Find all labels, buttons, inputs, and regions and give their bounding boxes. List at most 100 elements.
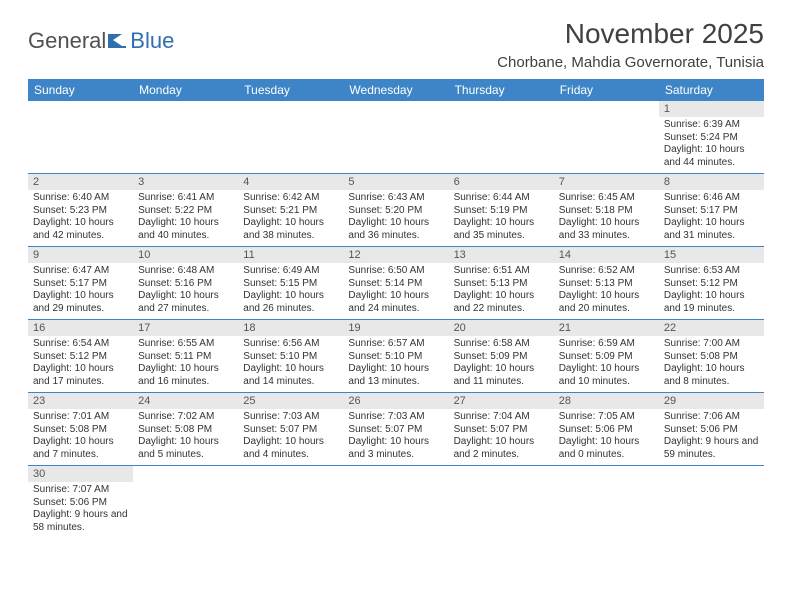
calendar-week-row: 16Sunrise: 6:54 AMSunset: 5:12 PMDayligh… — [28, 320, 764, 393]
day-number: 19 — [343, 320, 448, 336]
day-details: Sunrise: 6:57 AMSunset: 5:10 PMDaylight:… — [343, 336, 448, 392]
day-details: Sunrise: 6:54 AMSunset: 5:12 PMDaylight:… — [28, 336, 133, 392]
sunset-text: Sunset: 5:08 PM — [33, 424, 128, 437]
daylight-text: Daylight: 10 hours and 19 minutes. — [664, 290, 759, 315]
day-details: Sunrise: 6:58 AMSunset: 5:09 PMDaylight:… — [449, 336, 554, 392]
sunrise-text: Sunrise: 6:42 AM — [243, 192, 338, 205]
sunset-text: Sunset: 5:19 PM — [454, 205, 549, 218]
daylight-text: Daylight: 10 hours and 0 minutes. — [559, 436, 654, 461]
sunrise-text: Sunrise: 6:49 AM — [243, 265, 338, 278]
calendar-table: Sunday Monday Tuesday Wednesday Thursday… — [28, 79, 764, 538]
daylight-text: Daylight: 10 hours and 7 minutes. — [33, 436, 128, 461]
calendar-day-cell — [554, 101, 659, 174]
weekday-header: Wednesday — [343, 79, 448, 101]
calendar-day-cell: 15Sunrise: 6:53 AMSunset: 5:12 PMDayligh… — [659, 247, 764, 320]
sunset-text: Sunset: 5:09 PM — [454, 351, 549, 364]
daylight-text: Daylight: 10 hours and 22 minutes. — [454, 290, 549, 315]
title-block: November 2025 Chorbane, Mahdia Governora… — [497, 18, 764, 71]
sunrise-text: Sunrise: 6:57 AM — [348, 338, 443, 351]
sunrise-text: Sunrise: 7:05 AM — [559, 411, 654, 424]
sunset-text: Sunset: 5:17 PM — [664, 205, 759, 218]
location-label: Chorbane, Mahdia Governorate, Tunisia — [497, 54, 764, 71]
daylight-text: Daylight: 10 hours and 38 minutes. — [243, 217, 338, 242]
daylight-text: Daylight: 10 hours and 24 minutes. — [348, 290, 443, 315]
calendar-day-cell — [659, 466, 764, 539]
calendar-day-cell — [133, 466, 238, 539]
weekday-header: Sunday — [28, 79, 133, 101]
day-details: Sunrise: 6:51 AMSunset: 5:13 PMDaylight:… — [449, 263, 554, 319]
weekday-header: Saturday — [659, 79, 764, 101]
day-number: 22 — [659, 320, 764, 336]
calendar-day-cell — [554, 466, 659, 539]
day-details: Sunrise: 7:00 AMSunset: 5:08 PMDaylight:… — [659, 336, 764, 392]
sunrise-text: Sunrise: 6:56 AM — [243, 338, 338, 351]
sunset-text: Sunset: 5:21 PM — [243, 205, 338, 218]
sunrise-text: Sunrise: 7:03 AM — [243, 411, 338, 424]
day-number: 6 — [449, 174, 554, 190]
calendar-day-cell — [133, 101, 238, 174]
day-number: 8 — [659, 174, 764, 190]
day-details: Sunrise: 6:47 AMSunset: 5:17 PMDaylight:… — [28, 263, 133, 319]
day-details: Sunrise: 7:07 AMSunset: 5:06 PMDaylight:… — [28, 482, 133, 538]
sunset-text: Sunset: 5:07 PM — [348, 424, 443, 437]
day-details: Sunrise: 7:01 AMSunset: 5:08 PMDaylight:… — [28, 409, 133, 465]
calendar-day-cell: 12Sunrise: 6:50 AMSunset: 5:14 PMDayligh… — [343, 247, 448, 320]
sunset-text: Sunset: 5:10 PM — [348, 351, 443, 364]
sunset-text: Sunset: 5:12 PM — [33, 351, 128, 364]
calendar-day-cell: 22Sunrise: 7:00 AMSunset: 5:08 PMDayligh… — [659, 320, 764, 393]
calendar-day-cell: 11Sunrise: 6:49 AMSunset: 5:15 PMDayligh… — [238, 247, 343, 320]
calendar-day-cell: 10Sunrise: 6:48 AMSunset: 5:16 PMDayligh… — [133, 247, 238, 320]
calendar-day-cell: 24Sunrise: 7:02 AMSunset: 5:08 PMDayligh… — [133, 393, 238, 466]
sunrise-text: Sunrise: 6:44 AM — [454, 192, 549, 205]
calendar-day-cell: 18Sunrise: 6:56 AMSunset: 5:10 PMDayligh… — [238, 320, 343, 393]
day-details: Sunrise: 7:04 AMSunset: 5:07 PMDaylight:… — [449, 409, 554, 465]
calendar-day-cell: 21Sunrise: 6:59 AMSunset: 5:09 PMDayligh… — [554, 320, 659, 393]
sunset-text: Sunset: 5:15 PM — [243, 278, 338, 291]
day-number: 21 — [554, 320, 659, 336]
sunset-text: Sunset: 5:13 PM — [454, 278, 549, 291]
day-number: 14 — [554, 247, 659, 263]
sunset-text: Sunset: 5:23 PM — [33, 205, 128, 218]
calendar-day-cell — [449, 101, 554, 174]
calendar-day-cell: 4 Sunrise: 6:42 AMSunset: 5:21 PMDaylight… — [238, 174, 343, 247]
day-details: Sunrise: 6:45 AMSunset: 5:18 PMDaylight:… — [554, 190, 659, 246]
calendar-day-cell: 17Sunrise: 6:55 AMSunset: 5:11 PMDayligh… — [133, 320, 238, 393]
sunset-text: Sunset: 5:07 PM — [454, 424, 549, 437]
daylight-text: Daylight: 10 hours and 36 minutes. — [348, 217, 443, 242]
sunset-text: Sunset: 5:11 PM — [138, 351, 233, 364]
day-details: Sunrise: 6:41 AMSunset: 5:22 PMDaylight:… — [133, 190, 238, 246]
calendar-day-cell: 2Sunrise: 6:40 AMSunset: 5:23 PMDaylight… — [28, 174, 133, 247]
daylight-text: Daylight: 10 hours and 3 minutes. — [348, 436, 443, 461]
day-number: 9 — [28, 247, 133, 263]
calendar-day-cell — [238, 101, 343, 174]
day-number: 28 — [554, 393, 659, 409]
sunrise-text: Sunrise: 6:46 AM — [664, 192, 759, 205]
day-number: 4 — [238, 174, 343, 190]
calendar-day-cell: 20Sunrise: 6:58 AMSunset: 5:09 PMDayligh… — [449, 320, 554, 393]
calendar-day-cell: 26Sunrise: 7:03 AMSunset: 5:07 PMDayligh… — [343, 393, 448, 466]
weekday-header: Thursday — [449, 79, 554, 101]
sunrise-text: Sunrise: 7:03 AM — [348, 411, 443, 424]
day-number: 10 — [133, 247, 238, 263]
day-details: Sunrise: 7:03 AMSunset: 5:07 PMDaylight:… — [238, 409, 343, 465]
day-number: 17 — [133, 320, 238, 336]
weekday-header: Tuesday — [238, 79, 343, 101]
daylight-text: Daylight: 10 hours and 14 minutes. — [243, 363, 338, 388]
day-number: 24 — [133, 393, 238, 409]
sunrise-text: Sunrise: 6:53 AM — [664, 265, 759, 278]
calendar-day-cell: 27Sunrise: 7:04 AMSunset: 5:07 PMDayligh… — [449, 393, 554, 466]
sunrise-text: Sunrise: 7:06 AM — [664, 411, 759, 424]
daylight-text: Daylight: 10 hours and 44 minutes. — [664, 144, 759, 169]
calendar-day-cell: 6Sunrise: 6:44 AMSunset: 5:19 PMDaylight… — [449, 174, 554, 247]
day-details: Sunrise: 6:43 AMSunset: 5:20 PMDaylight:… — [343, 190, 448, 246]
sunrise-text: Sunrise: 6:47 AM — [33, 265, 128, 278]
day-details: Sunrise: 7:03 AMSunset: 5:07 PMDaylight:… — [343, 409, 448, 465]
daylight-text: Daylight: 10 hours and 10 minutes. — [559, 363, 654, 388]
sunrise-text: Sunrise: 6:51 AM — [454, 265, 549, 278]
day-number: 27 — [449, 393, 554, 409]
sunrise-text: Sunrise: 6:55 AM — [138, 338, 233, 351]
day-number: 25 — [238, 393, 343, 409]
daylight-text: Daylight: 10 hours and 31 minutes. — [664, 217, 759, 242]
day-number: 2 — [28, 174, 133, 190]
daylight-text: Daylight: 9 hours and 58 minutes. — [33, 509, 128, 534]
